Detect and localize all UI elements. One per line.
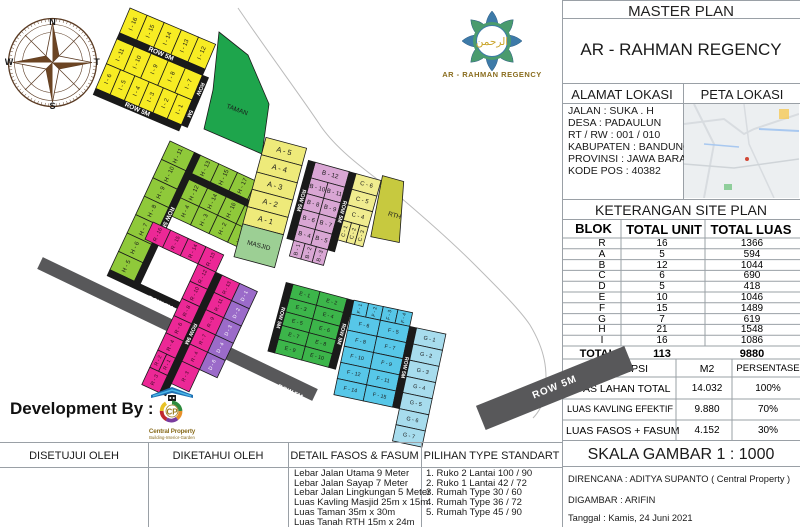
svg-text:W: W (5, 57, 14, 67)
svg-text:T: T (94, 57, 100, 67)
svg-text:S: S (49, 101, 55, 110)
svg-text:CP: CP (166, 408, 178, 417)
svg-text:N: N (49, 17, 56, 27)
svg-text:الرحمن: الرحمن (476, 36, 509, 48)
